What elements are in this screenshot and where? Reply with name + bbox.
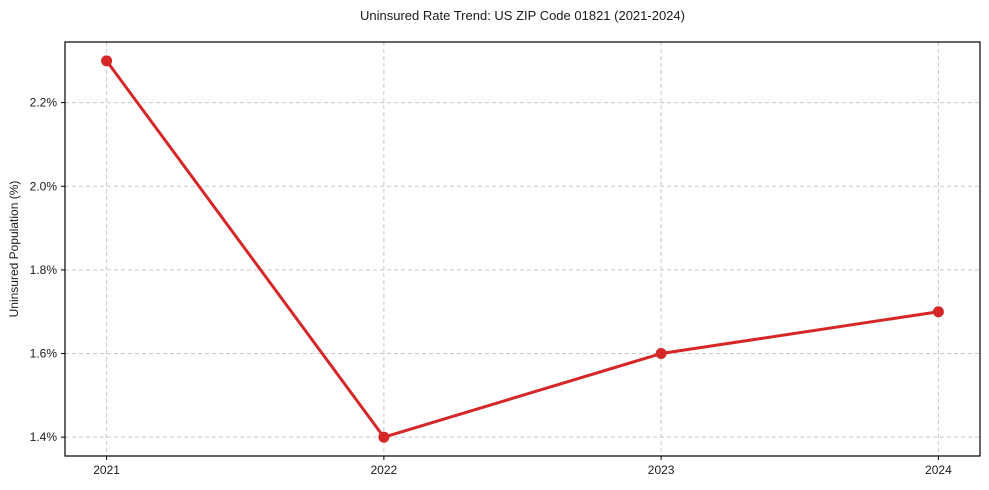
x-tick-label: 2024 [925,463,952,477]
y-tick-label: 1.4% [30,430,58,444]
y-tick-label: 2.0% [30,179,58,193]
data-point [932,306,944,318]
chart-title: Uninsured Rate Trend: US ZIP Code 01821 … [360,8,685,23]
x-tick-label: 2022 [371,463,398,477]
data-point [101,55,113,67]
trend-line [105,59,940,439]
plot-border [64,41,981,457]
data-point [378,431,390,443]
x-tick-label: 2021 [93,463,120,477]
y-tick-label: 1.8% [30,263,58,277]
y-tick-label: 1.6% [30,347,58,361]
data-point [655,348,667,360]
y-tick-label: 2.2% [30,96,58,110]
x-tick-label: 2023 [648,463,675,477]
